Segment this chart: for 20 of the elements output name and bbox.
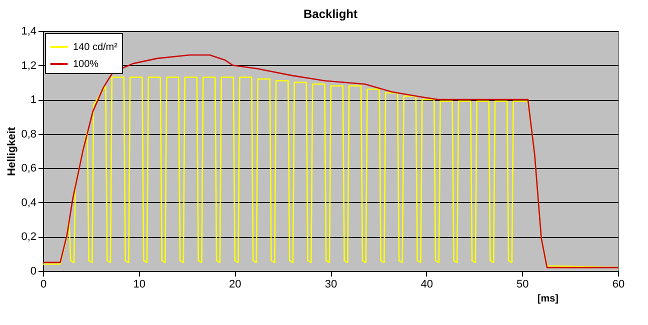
x-axis-title: [ms] (537, 294, 558, 304)
y-tick-label: 0,2 (21, 231, 36, 244)
y-tick-label: 0,6 (21, 162, 36, 175)
legend-label: 140 cd/m² (73, 42, 118, 53)
y-tick-label: 0 (30, 266, 36, 278)
x-tick-label: 40 (420, 278, 433, 290)
x-tick-label: 0 (40, 278, 47, 290)
y-tick-label: 1 (30, 94, 36, 106)
y-tick-label: 0,8 (21, 128, 36, 140)
x-tick-label: 10 (133, 278, 146, 290)
x-tick-label: 20 (229, 278, 242, 290)
x-tick-label: 60 (612, 278, 625, 290)
chart-title: Backlight (303, 7, 358, 21)
x-tick-label: 50 (516, 278, 529, 290)
y-axis-title: Helligkeit (6, 126, 18, 176)
x-tick-label: 30 (324, 278, 338, 290)
legend-label: 100% (73, 59, 99, 70)
y-tick-label: 0,4 (21, 196, 36, 209)
y-tick-label: 1,2 (21, 60, 36, 72)
y-tick-label: 1,4 (21, 26, 36, 38)
